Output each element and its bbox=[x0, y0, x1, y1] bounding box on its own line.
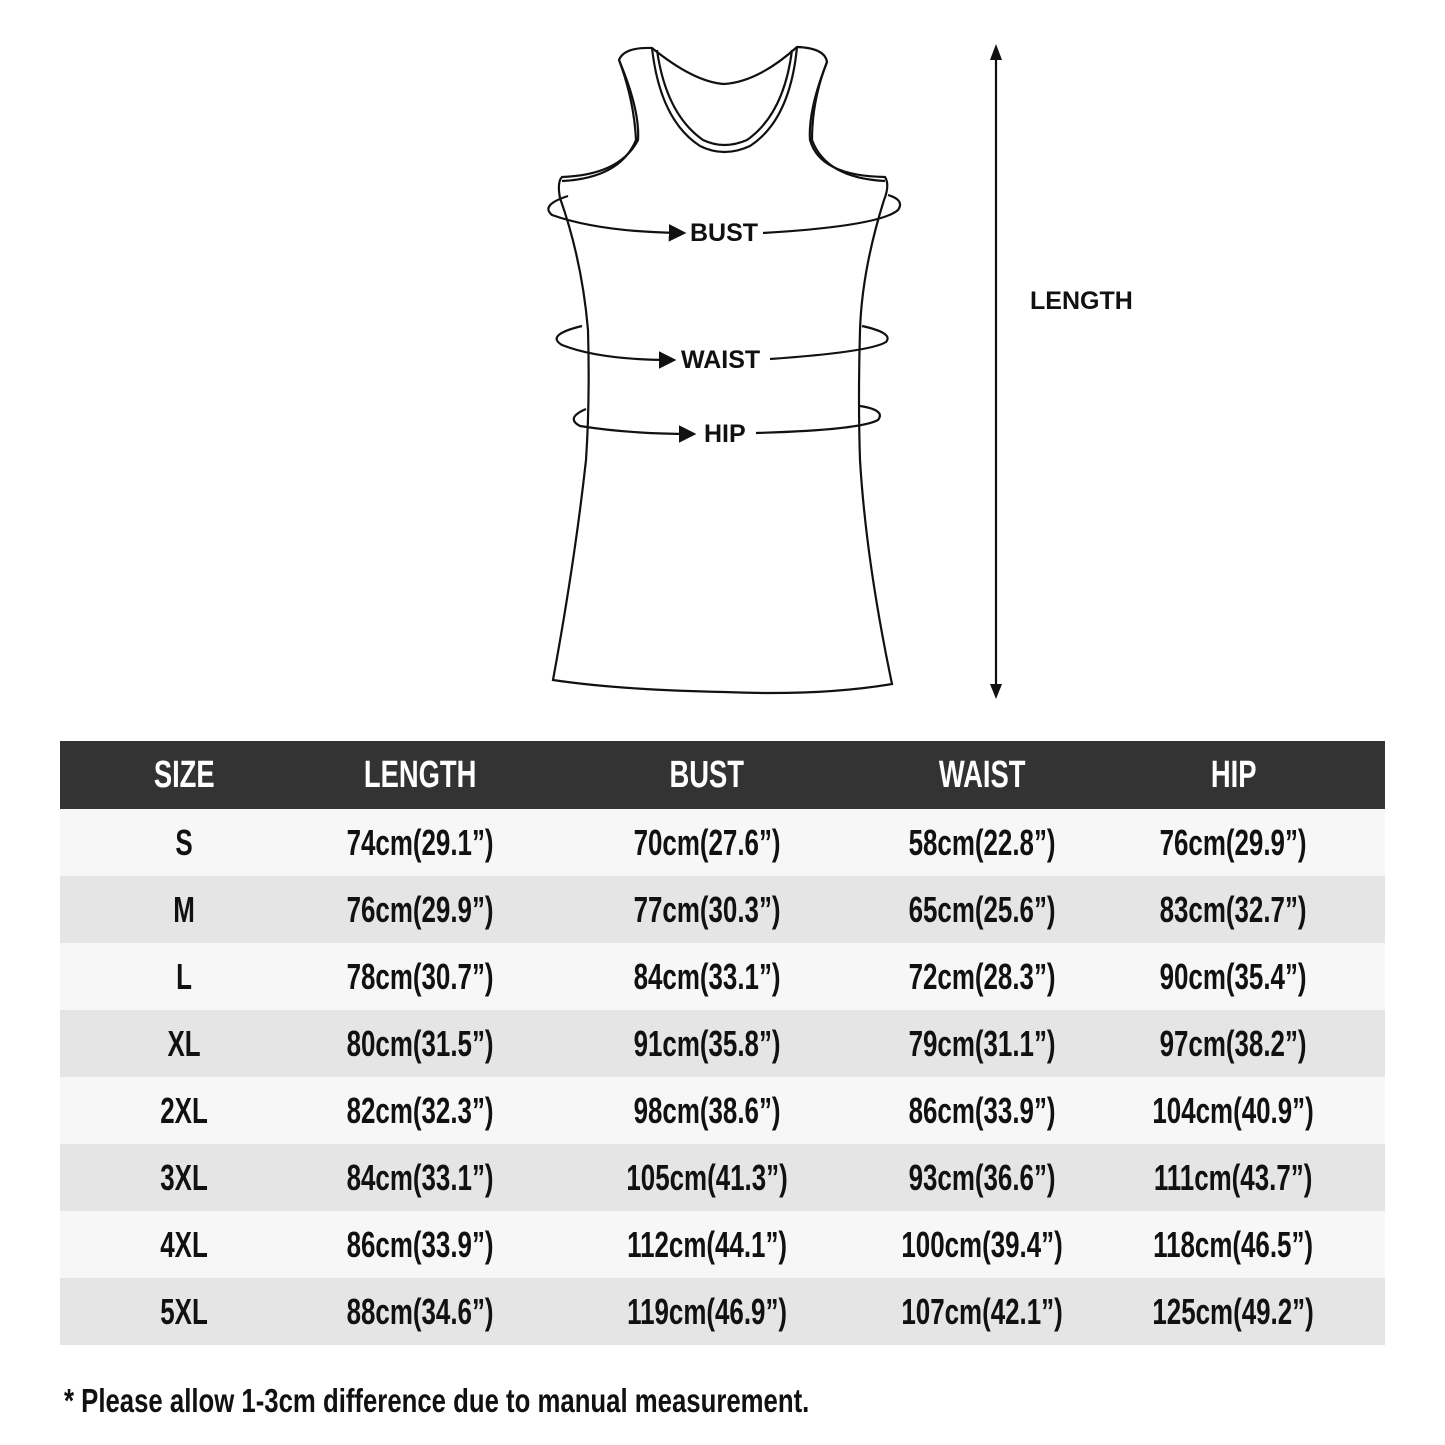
table-row: 2XL 82cm(32.3”) 98cm(38.6”) 86cm(33.9”) 104c… bbox=[60, 1077, 1385, 1144]
cell-waist: 93cm(36.6”) bbox=[908, 1156, 1056, 1198]
cell-hip: 76cm(29.9”) bbox=[1160, 821, 1307, 863]
cell-hip: 90cm(35.4”) bbox=[1160, 955, 1307, 997]
hip-label: HIP bbox=[704, 420, 746, 448]
cell-hip: 125cm(49.2”) bbox=[1152, 1290, 1315, 1332]
cell-hip: 104cm(40.9”) bbox=[1152, 1089, 1315, 1131]
cell-bust: 112cm(44.1”) bbox=[627, 1223, 787, 1265]
cell-size: 3XL bbox=[160, 1156, 208, 1198]
cell-length: 86cm(33.9”) bbox=[346, 1223, 494, 1265]
bust-label: BUST bbox=[690, 219, 759, 247]
table-row: 5XL 88cm(34.6”) 119cm(46.9”) 107cm(42.1”) 12… bbox=[60, 1278, 1385, 1345]
table-row: 3XL 84cm(33.1”) 105cm(41.3”) 93cm(36.6”) 111… bbox=[60, 1144, 1385, 1211]
length-label: LENGTH bbox=[1030, 287, 1133, 315]
header-waist: WAIST bbox=[938, 753, 1026, 796]
cell-bust: 91cm(35.8”) bbox=[633, 1022, 781, 1064]
table-row: L 78cm(30.7”) 84cm(33.1”) 72cm(28.3”) 90cm(3… bbox=[60, 943, 1385, 1010]
table-header: SIZE LENGTH BUST WAIST HIP bbox=[60, 741, 1385, 809]
cell-size: L bbox=[176, 955, 192, 997]
cell-size: S bbox=[175, 821, 193, 863]
header-length: LENGTH bbox=[363, 753, 477, 796]
table-row: M 76cm(29.9”) 77cm(30.3”) 65cm(25.6”) 83cm(3… bbox=[60, 876, 1385, 943]
cell-length: 76cm(29.9”) bbox=[346, 888, 494, 930]
table-row: 4XL 86cm(33.9”) 112cm(44.1”) 100cm(39.4”) 11… bbox=[60, 1211, 1385, 1278]
dress-outline-icon bbox=[547, 44, 1002, 699]
size-table: SIZE LENGTH BUST WAIST HIP S 74cm(29.1”) 7… bbox=[60, 741, 1385, 1345]
cell-waist: 65cm(25.6”) bbox=[908, 888, 1056, 930]
cell-size: 2XL bbox=[160, 1089, 208, 1131]
cell-size: M bbox=[173, 888, 195, 930]
cell-waist: 72cm(28.3”) bbox=[908, 955, 1056, 997]
cell-waist: 100cm(39.4”) bbox=[901, 1223, 1063, 1265]
cell-length: 74cm(29.1”) bbox=[346, 821, 494, 863]
measurement-note: * Please allow 1-3cm difference due to m… bbox=[64, 1382, 810, 1419]
cell-hip: 118cm(46.5”) bbox=[1153, 1223, 1314, 1265]
cell-size: 5XL bbox=[160, 1290, 208, 1332]
cell-bust: 119cm(46.9”) bbox=[627, 1290, 787, 1332]
waist-label: WAIST bbox=[681, 346, 761, 374]
header-bust: BUST bbox=[669, 753, 745, 796]
cell-size: 4XL bbox=[160, 1223, 208, 1265]
cell-waist: 86cm(33.9”) bbox=[908, 1089, 1056, 1131]
cell-length: 88cm(34.6”) bbox=[346, 1290, 494, 1332]
cell-waist: 79cm(31.1”) bbox=[908, 1022, 1056, 1064]
cell-bust: 84cm(33.1”) bbox=[633, 955, 781, 997]
dress-diagram: BUST WAIST HIP LENGTH bbox=[0, 0, 1445, 720]
cell-size: XL bbox=[167, 1022, 201, 1064]
table-row: S 74cm(29.1”) 70cm(27.6”) 58cm(22.8”) 76cm(2… bbox=[60, 809, 1385, 876]
cell-bust: 105cm(41.3”) bbox=[626, 1156, 788, 1198]
table-row: XL 80cm(31.5”) 91cm(35.8”) 79cm(31.1”) 97cm(… bbox=[60, 1010, 1385, 1077]
cell-length: 78cm(30.7”) bbox=[346, 955, 494, 997]
cell-bust: 77cm(30.3”) bbox=[633, 888, 781, 930]
header-size: SIZE bbox=[153, 753, 215, 796]
cell-bust: 98cm(38.6”) bbox=[633, 1089, 781, 1131]
cell-waist: 107cm(42.1”) bbox=[901, 1290, 1063, 1332]
cell-hip: 111cm(43.7”) bbox=[1154, 1156, 1313, 1198]
cell-length: 80cm(31.5”) bbox=[346, 1022, 494, 1064]
cell-hip: 97cm(38.2”) bbox=[1160, 1022, 1307, 1064]
cell-bust: 70cm(27.6”) bbox=[633, 821, 781, 863]
cell-hip: 83cm(32.7”) bbox=[1160, 888, 1307, 930]
header-hip: HIP bbox=[1210, 753, 1257, 796]
cell-length: 84cm(33.1”) bbox=[346, 1156, 494, 1198]
cell-length: 82cm(32.3”) bbox=[346, 1089, 494, 1131]
cell-waist: 58cm(22.8”) bbox=[908, 821, 1056, 863]
